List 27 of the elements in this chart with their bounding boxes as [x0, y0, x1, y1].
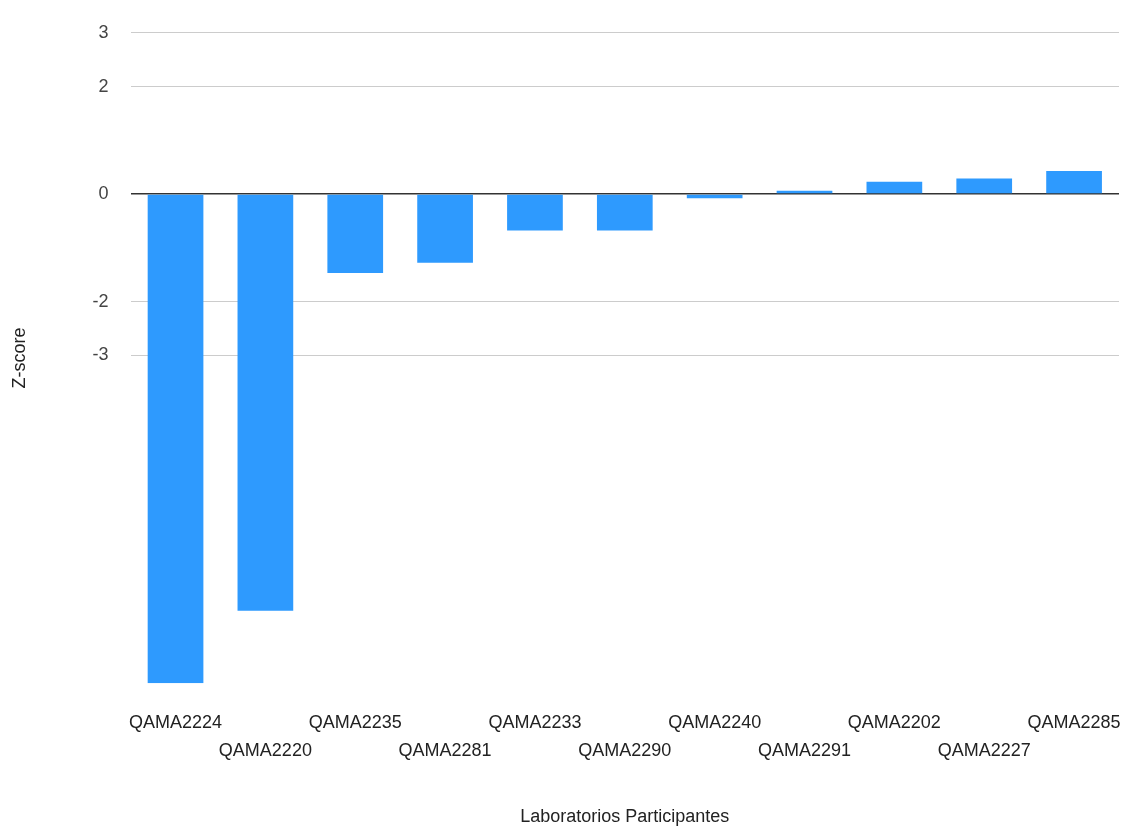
- y-tick-label: -3: [92, 344, 109, 365]
- x-tick-label: QAMA2227: [937, 740, 1031, 761]
- x-tick-label: QAMA2285: [1027, 712, 1121, 733]
- y-tick-label: 2: [98, 75, 109, 96]
- bar: [327, 194, 384, 274]
- x-tick-label: QAMA2290: [578, 740, 672, 761]
- x-tick-label: QAMA2291: [757, 740, 852, 761]
- bar: [237, 194, 294, 611]
- y-tick-label: -2: [92, 290, 109, 311]
- bar: [596, 194, 653, 231]
- bar: [147, 194, 204, 684]
- x-tick-label: QAMA2281: [398, 740, 492, 761]
- y-tick-label: 0: [98, 183, 109, 204]
- bar: [866, 181, 923, 194]
- x-tick-label: QAMA2233: [488, 712, 582, 733]
- x-tick-label: QAMA2202: [847, 712, 941, 733]
- y-tick-label: 3: [98, 21, 109, 42]
- x-axis-title: Laboratorios Participantes: [520, 806, 730, 827]
- bar: [417, 194, 473, 263]
- y-axis-title: Z-score: [8, 327, 29, 389]
- x-tick-label: QAMA2240: [668, 712, 762, 733]
- bar: [956, 178, 1013, 194]
- bar: [507, 194, 563, 231]
- x-tick-label: QAMA2220: [218, 740, 312, 761]
- x-tick-label: QAMA2235: [308, 712, 402, 733]
- x-tick-label: QAMA2224: [129, 712, 223, 733]
- bar: [1046, 170, 1102, 194]
